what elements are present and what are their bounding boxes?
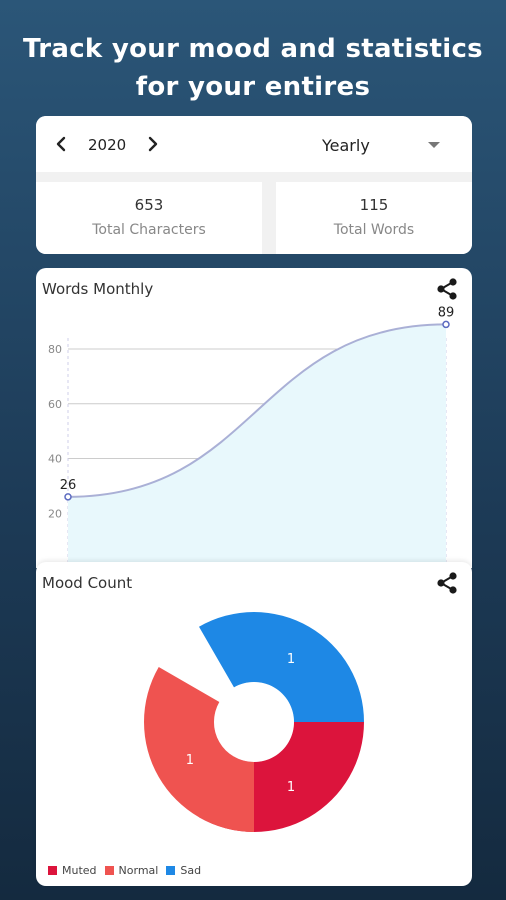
slice-label: 1 <box>287 780 295 795</box>
words-chart-title: Words Monthly <box>42 280 154 298</box>
slice-label: 1 <box>287 652 295 667</box>
legend-swatch <box>48 865 57 875</box>
pie-slice-normal <box>144 667 254 832</box>
total-words-value: 115 <box>359 196 389 214</box>
slice-label: 1 <box>186 753 194 768</box>
pie-slice-sad <box>199 612 364 722</box>
total-characters-stat: 653 Total Characters <box>36 182 262 254</box>
y-tick-label: 80 <box>48 343 62 356</box>
headline-line-2: for your entires <box>135 72 371 102</box>
next-year-button[interactable] <box>140 130 164 158</box>
mood-count-card: Mood Count 1 1 1 Muted Normal Sad <box>36 562 472 886</box>
total-characters-label: Total Characters <box>92 222 206 238</box>
legend-label: Sad <box>180 863 202 877</box>
donut-hole <box>223 691 285 753</box>
headline: Track your mood and statistics for your … <box>0 30 506 106</box>
data-label: 89 <box>438 305 455 320</box>
words-share-button[interactable] <box>434 276 460 302</box>
previous-year-button[interactable] <box>50 130 74 158</box>
total-words-stat: 115 Total Words <box>276 182 472 254</box>
legend-label: Muted <box>62 863 97 877</box>
share-icon <box>437 278 457 300</box>
y-tick-label: 40 <box>48 453 62 466</box>
caret-down-icon <box>428 142 440 148</box>
legend-swatch <box>104 865 114 875</box>
period-bar: 2020 Yearly <box>36 116 472 172</box>
mood-chart-title: Mood Count <box>42 574 133 592</box>
mood-chart: 1 1 1 <box>144 612 364 832</box>
legend-item-sad: Sad <box>166 864 201 877</box>
period-value: Yearly <box>322 136 370 155</box>
period-dropdown[interactable]: Yearly <box>302 128 462 162</box>
summary-card: 2020 Yearly 653 Total Characters 115 Tot… <box>36 116 472 254</box>
data-label: 26 <box>60 478 77 493</box>
data-point <box>64 493 72 501</box>
y-tick-label: 60 <box>48 398 62 411</box>
legend-item-muted: Muted <box>48 864 97 877</box>
legend-item-normal: Normal <box>104 863 159 877</box>
legend-swatch <box>166 865 176 875</box>
words-chart: 20 40 60 80 26 89 <box>48 305 455 568</box>
data-point <box>442 320 450 329</box>
y-tick-label: 20 <box>48 507 62 520</box>
total-characters-value: 653 <box>134 196 164 214</box>
mood-share-button[interactable] <box>434 570 460 596</box>
legend-label: Normal <box>118 863 159 877</box>
total-words-label: Total Words <box>333 222 415 238</box>
year-label: 2020 <box>88 136 127 154</box>
chevron-right-icon <box>148 136 158 152</box>
area-fill <box>68 324 446 568</box>
headline-line-1: Track your mood and statistics <box>23 34 483 64</box>
share-icon <box>437 572 457 594</box>
words-monthly-card: Words Monthly 20 40 60 80 26 89 <box>36 268 472 568</box>
mood-legend: Muted Normal Sad <box>48 862 209 878</box>
chevron-left-icon <box>56 136 66 152</box>
series-line <box>67 323 447 498</box>
